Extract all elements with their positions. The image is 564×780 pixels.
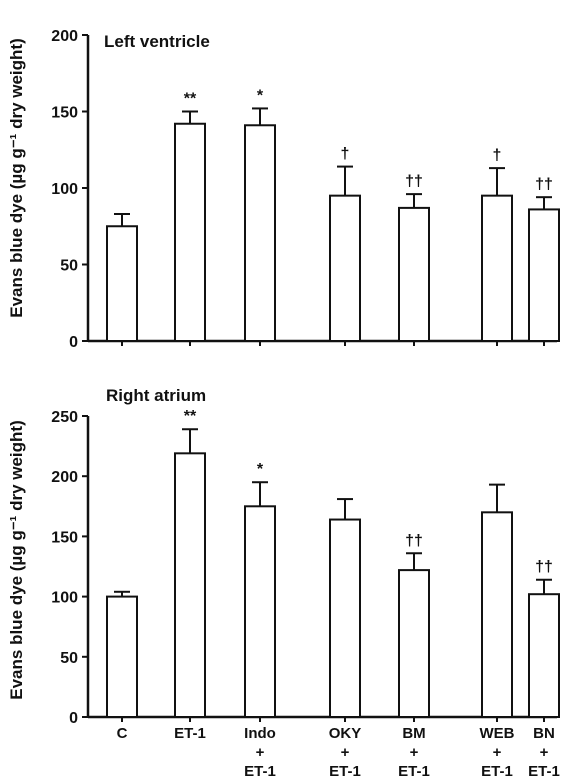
y-tick-label: 250	[51, 409, 78, 426]
category-label: ET-1	[329, 763, 361, 780]
significance-label: **	[184, 408, 197, 425]
y-tick-label: 0	[69, 334, 78, 351]
panel-right-atrium: Right atrium Evans blue dye (µg g⁻¹ dry w…	[7, 386, 560, 780]
y-tick-label: 200	[51, 469, 78, 486]
bar	[481, 511, 513, 718]
bar	[398, 569, 430, 718]
bar	[528, 208, 560, 342]
bar	[106, 225, 138, 342]
significance-label: **	[184, 91, 197, 108]
category-label: ET-1	[398, 763, 430, 780]
category-label: C	[117, 725, 128, 742]
category-label: ET-1	[174, 725, 206, 742]
significance-label: †	[493, 147, 502, 164]
bar	[329, 518, 361, 718]
category-label: OKY	[329, 725, 362, 742]
significance-label: ††	[405, 173, 423, 190]
category-label: +	[540, 744, 549, 761]
significance-label: ††	[535, 176, 553, 193]
significance-label: ††	[405, 532, 423, 549]
bar	[528, 593, 560, 719]
bar	[174, 122, 206, 342]
y-tick-label: 100	[51, 590, 78, 607]
bar	[174, 452, 206, 718]
significance-label: †	[341, 146, 350, 163]
y-tick-label: 100	[51, 181, 78, 198]
y-tick-label: 50	[60, 650, 78, 667]
bar	[244, 124, 276, 342]
bar	[398, 206, 430, 342]
y-axis-title: Evans blue dye (µg g⁻¹ dry weight)	[7, 420, 26, 699]
y-axis-title: Evans blue dye (µg g⁻¹ dry weight)	[7, 38, 26, 317]
y-tick-label: 50	[60, 258, 78, 275]
category-label: +	[410, 744, 419, 761]
category-label: ET-1	[528, 763, 560, 780]
significance-label: *	[257, 461, 264, 478]
significance-label: ††	[535, 559, 553, 576]
panel-left-ventricle: Left ventricle Evans blue dye (µg g⁻¹ dry…	[7, 28, 560, 351]
significance-label: *	[257, 87, 264, 104]
category-label: +	[493, 744, 502, 761]
category-label: ET-1	[481, 763, 513, 780]
y-tick-label: 0	[69, 710, 78, 727]
bar	[244, 505, 276, 718]
panel-title: Right atrium	[106, 386, 206, 405]
category-label: WEB	[480, 725, 515, 742]
bar	[329, 194, 361, 342]
category-label: +	[341, 744, 350, 761]
category-label: Indo	[244, 725, 276, 742]
category-label: BM	[402, 725, 425, 742]
y-tick-label: 200	[51, 28, 78, 45]
category-label: +	[256, 744, 265, 761]
y-tick-label: 150	[51, 529, 78, 546]
panel-title: Left ventricle	[104, 32, 210, 51]
bar	[106, 595, 138, 718]
category-label: ET-1	[244, 763, 276, 780]
bar	[481, 194, 513, 342]
y-tick-label: 150	[51, 105, 78, 122]
category-label: BN	[533, 725, 555, 742]
